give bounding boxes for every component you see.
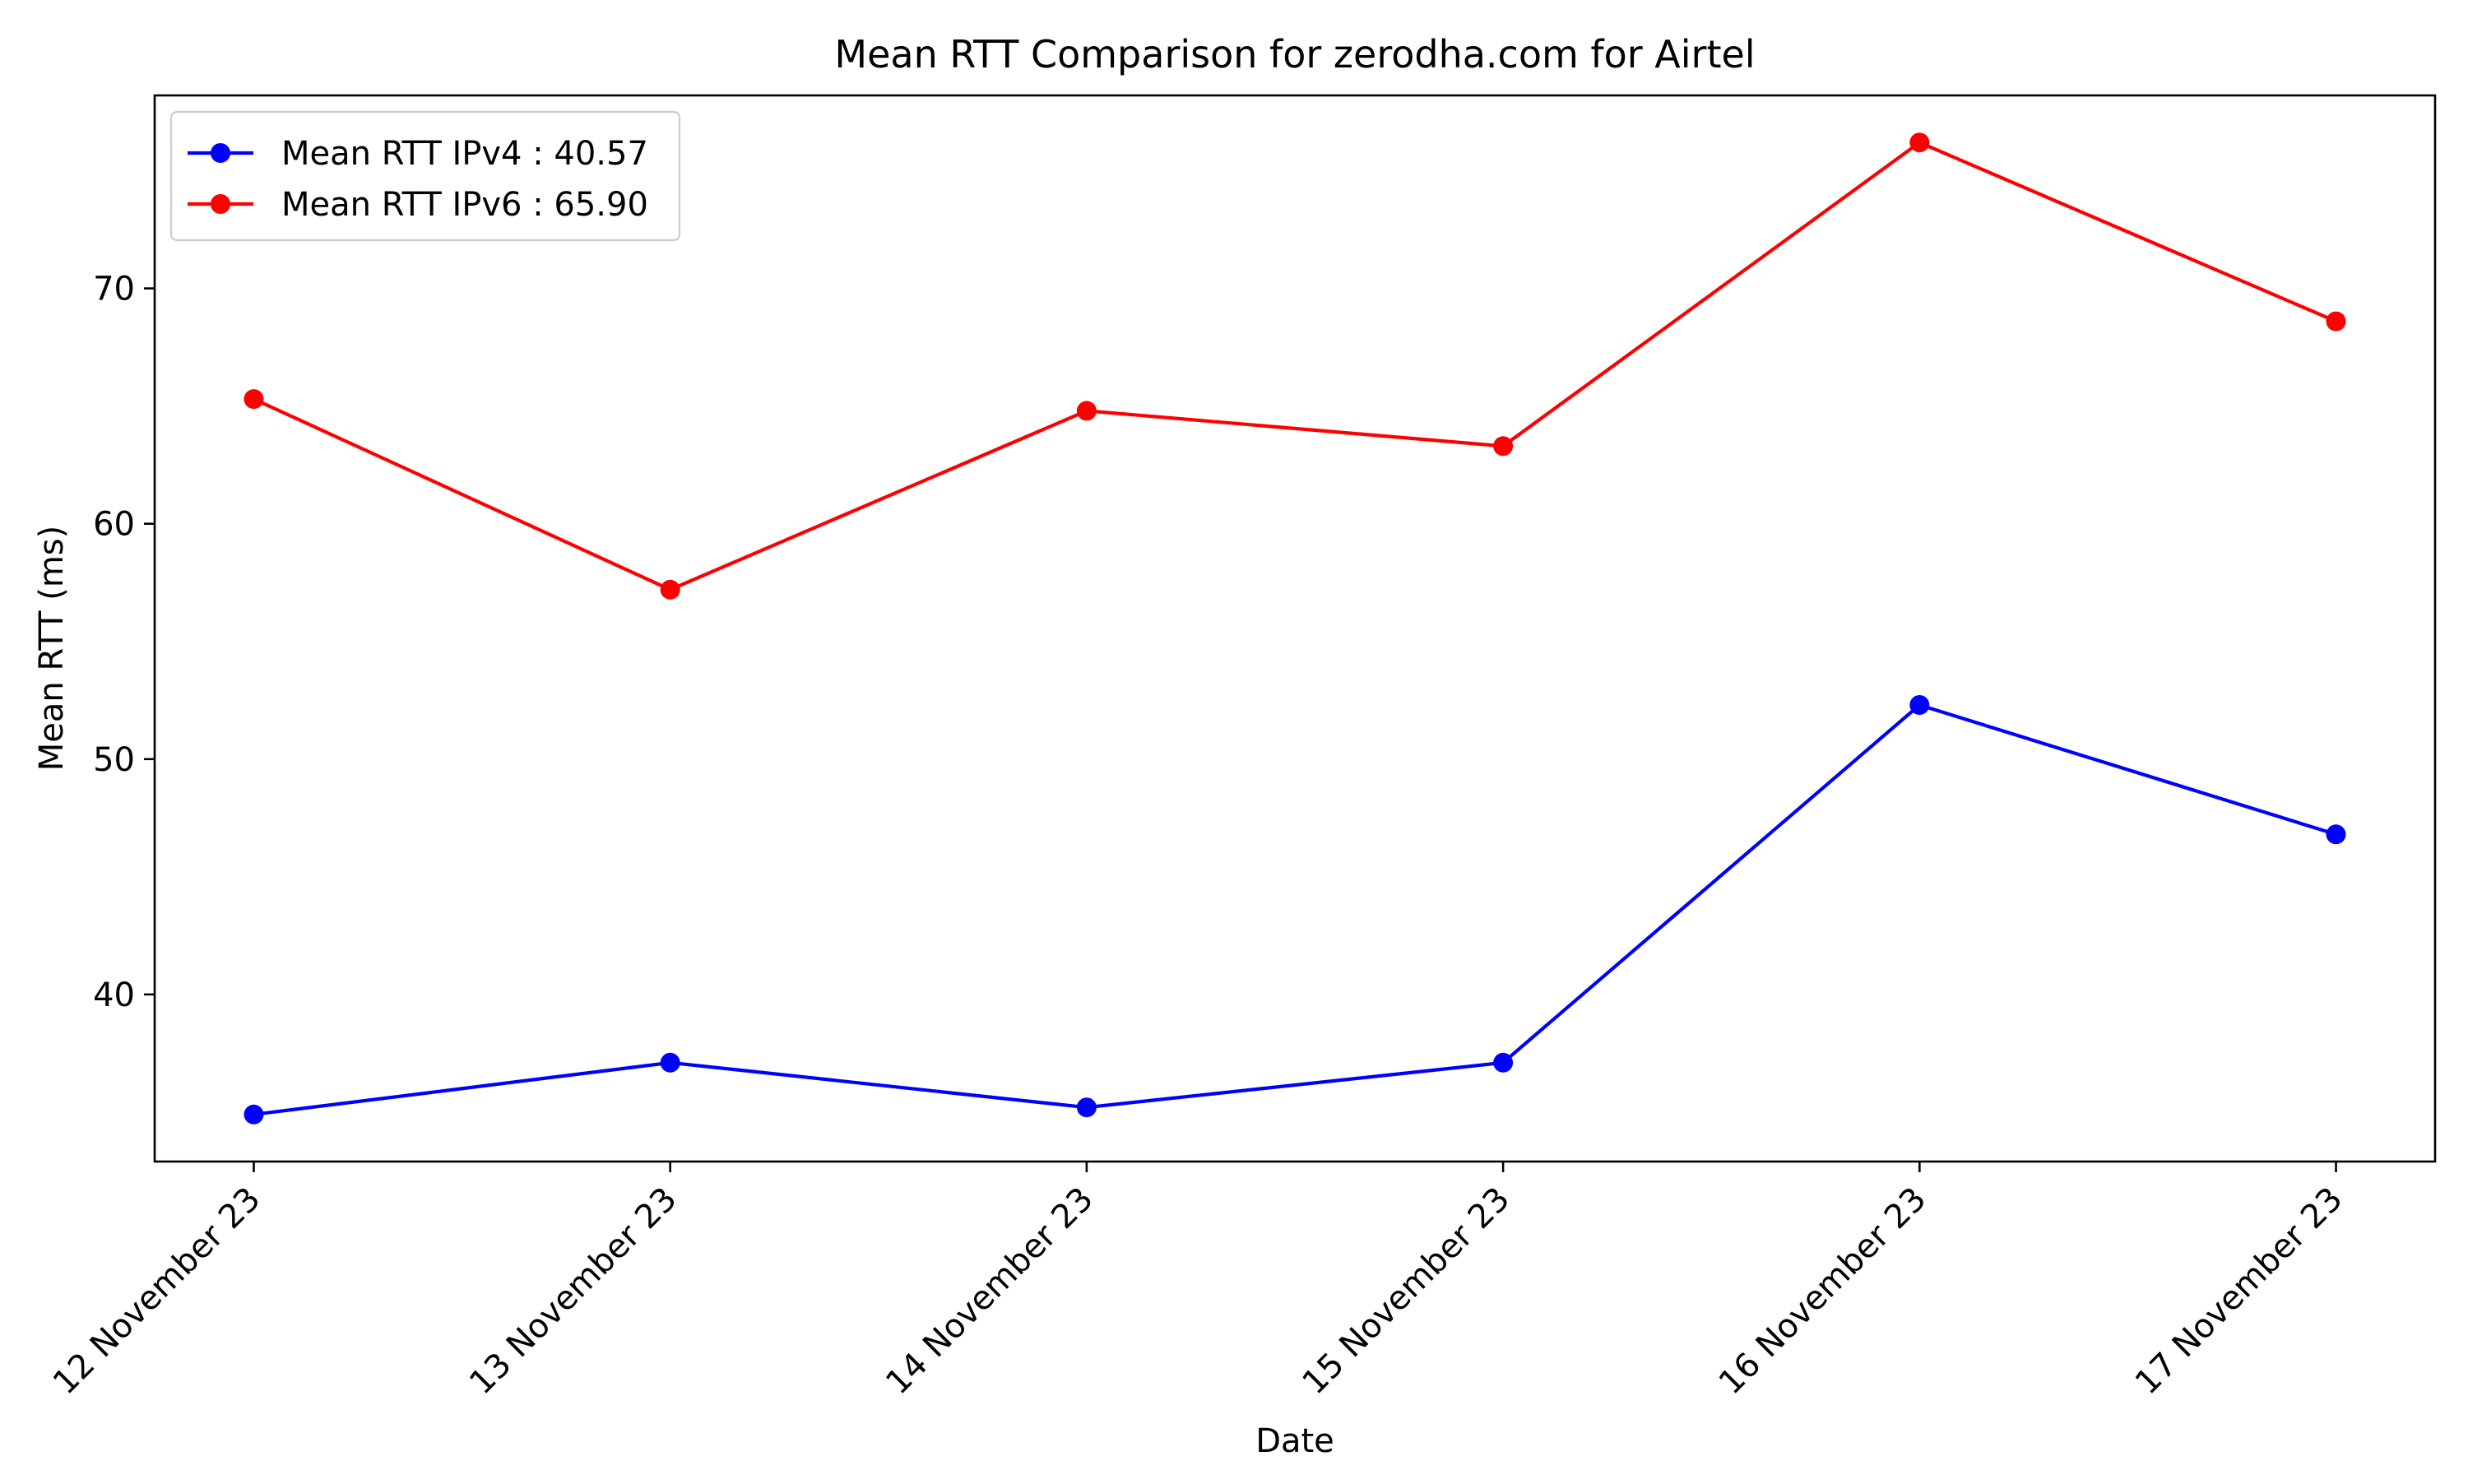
chart-title: Mean RTT Comparison for zerodha.com for … (834, 32, 1755, 77)
y-tick-label: 70 (93, 271, 135, 308)
data-point-series-1-3 (1076, 1097, 1097, 1118)
y-axis-label: Mean RTT (ms) (33, 526, 71, 771)
series-layer (244, 132, 2346, 1125)
legend-marker-2 (211, 194, 230, 214)
legend: Mean RTT IPv4 : 40.57 Mean RTT IPv6 : 65.… (169, 110, 681, 242)
data-point-series-1-5 (1909, 695, 1930, 715)
data-point-series-1-1 (244, 1104, 264, 1125)
data-point-series-2-3 (1076, 401, 1097, 421)
legend-marker-1 (211, 143, 230, 163)
y-tick-label: 50 (93, 741, 135, 779)
series-line-1 (252, 703, 2339, 1117)
data-point-series-1-4 (1493, 1052, 1514, 1073)
data-point-series-2-1 (244, 389, 264, 410)
legend-label-2: Mean RTT IPv6 : 65.90 (281, 186, 648, 224)
data-point-series-2-2 (660, 579, 680, 600)
data-point-series-1-6 (2326, 824, 2346, 845)
legend-label-1: Mean RTT IPv4 : 40.57 (281, 135, 648, 173)
data-point-series-2-4 (1493, 436, 1514, 457)
series-line-2 (251, 141, 2339, 591)
data-point-series-1-2 (660, 1052, 680, 1073)
data-point-series-2-6 (2326, 311, 2346, 332)
data-point-series-2-5 (1909, 132, 1930, 153)
y-tick-label: 40 (93, 976, 135, 1014)
legend-box (169, 110, 681, 242)
x-axis-label: Date (1255, 1422, 1334, 1460)
plot-frame (153, 94, 2437, 1163)
y-tick-label: 60 (93, 506, 135, 544)
